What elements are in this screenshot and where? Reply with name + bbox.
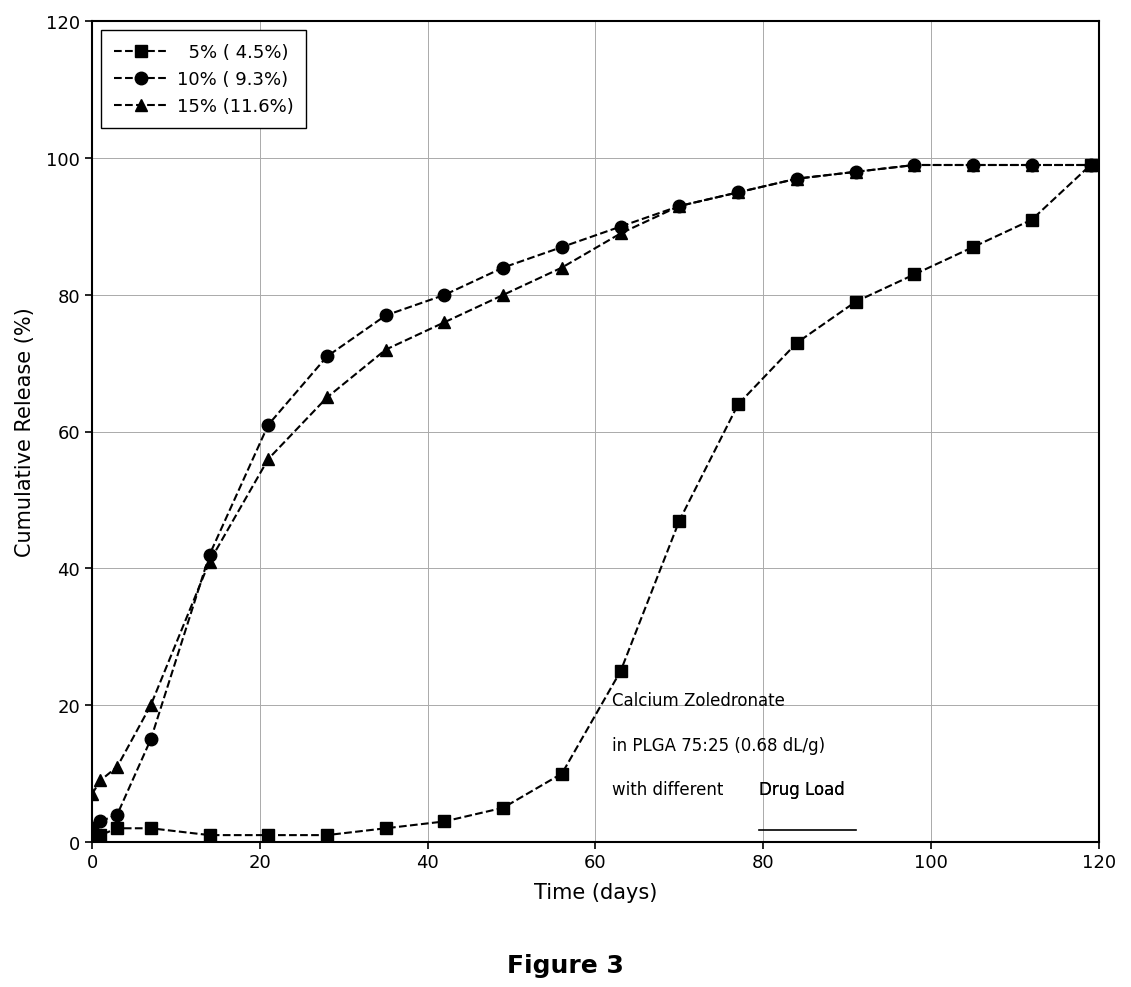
10% ( 9.3%) xyxy=(497,263,510,274)
15% (11.6%) xyxy=(791,174,804,186)
10% ( 9.3%) xyxy=(202,549,216,561)
15% (11.6%) xyxy=(438,317,451,329)
  5% ( 4.5%) xyxy=(966,242,979,254)
  5% ( 4.5%) xyxy=(144,822,157,834)
  5% ( 4.5%) xyxy=(379,822,392,834)
10% ( 9.3%) xyxy=(849,167,863,179)
Text: Drug Load: Drug Load xyxy=(759,781,845,798)
10% ( 9.3%) xyxy=(320,351,334,363)
15% (11.6%) xyxy=(261,453,275,465)
10% ( 9.3%) xyxy=(144,733,157,745)
15% (11.6%) xyxy=(379,344,392,356)
15% (11.6%) xyxy=(966,160,979,172)
15% (11.6%) xyxy=(1025,160,1038,172)
  5% ( 4.5%) xyxy=(497,802,510,814)
10% ( 9.3%) xyxy=(673,200,687,212)
10% ( 9.3%) xyxy=(94,815,107,827)
  5% ( 4.5%) xyxy=(202,829,216,841)
15% (11.6%) xyxy=(732,187,745,198)
Text: Calcium Zoledronate: Calcium Zoledronate xyxy=(612,692,785,710)
Legend:   5% ( 4.5%), 10% ( 9.3%), 15% (11.6%): 5% ( 4.5%), 10% ( 9.3%), 15% (11.6%) xyxy=(101,31,307,128)
  5% ( 4.5%) xyxy=(94,829,107,841)
  5% ( 4.5%) xyxy=(732,399,745,411)
Text: with different: with different xyxy=(612,781,728,798)
10% ( 9.3%) xyxy=(438,289,451,301)
  5% ( 4.5%) xyxy=(614,665,628,677)
  5% ( 4.5%) xyxy=(907,268,921,280)
10% ( 9.3%) xyxy=(791,174,804,186)
15% (11.6%) xyxy=(614,228,628,240)
15% (11.6%) xyxy=(907,160,921,172)
15% (11.6%) xyxy=(111,761,124,773)
10% ( 9.3%) xyxy=(966,160,979,172)
10% ( 9.3%) xyxy=(1025,160,1038,172)
15% (11.6%) xyxy=(144,700,157,712)
15% (11.6%) xyxy=(1083,160,1097,172)
15% (11.6%) xyxy=(497,289,510,301)
  5% ( 4.5%) xyxy=(261,829,275,841)
10% ( 9.3%) xyxy=(1083,160,1097,172)
10% ( 9.3%) xyxy=(555,242,569,254)
  5% ( 4.5%) xyxy=(438,815,451,827)
  5% ( 4.5%) xyxy=(1025,214,1038,226)
10% ( 9.3%) xyxy=(732,187,745,198)
X-axis label: Time (days): Time (days) xyxy=(534,883,657,903)
  5% ( 4.5%) xyxy=(85,829,98,841)
Text: Figure 3: Figure 3 xyxy=(507,953,624,977)
10% ( 9.3%) xyxy=(111,808,124,820)
15% (11.6%) xyxy=(85,789,98,800)
  5% ( 4.5%) xyxy=(320,829,334,841)
15% (11.6%) xyxy=(555,263,569,274)
Line: 10% ( 9.3%): 10% ( 9.3%) xyxy=(86,159,1097,835)
  5% ( 4.5%) xyxy=(1083,160,1097,172)
15% (11.6%) xyxy=(320,392,334,404)
15% (11.6%) xyxy=(849,167,863,179)
Line:   5% ( 4.5%): 5% ( 4.5%) xyxy=(86,159,1097,842)
  5% ( 4.5%) xyxy=(555,768,569,780)
Text: in PLGA 75:25 (0.68 dL/g): in PLGA 75:25 (0.68 dL/g) xyxy=(612,736,826,754)
10% ( 9.3%) xyxy=(261,419,275,431)
15% (11.6%) xyxy=(202,556,216,568)
  5% ( 4.5%) xyxy=(673,515,687,527)
10% ( 9.3%) xyxy=(85,822,98,834)
  5% ( 4.5%) xyxy=(791,338,804,349)
Y-axis label: Cumulative Release (%): Cumulative Release (%) xyxy=(15,307,35,557)
10% ( 9.3%) xyxy=(907,160,921,172)
  5% ( 4.5%) xyxy=(849,296,863,308)
15% (11.6%) xyxy=(673,200,687,212)
10% ( 9.3%) xyxy=(379,310,392,322)
Line: 15% (11.6%): 15% (11.6%) xyxy=(86,159,1097,800)
15% (11.6%) xyxy=(94,775,107,787)
  5% ( 4.5%) xyxy=(111,822,124,834)
10% ( 9.3%) xyxy=(614,221,628,233)
Text: Drug Load: Drug Load xyxy=(759,781,845,798)
